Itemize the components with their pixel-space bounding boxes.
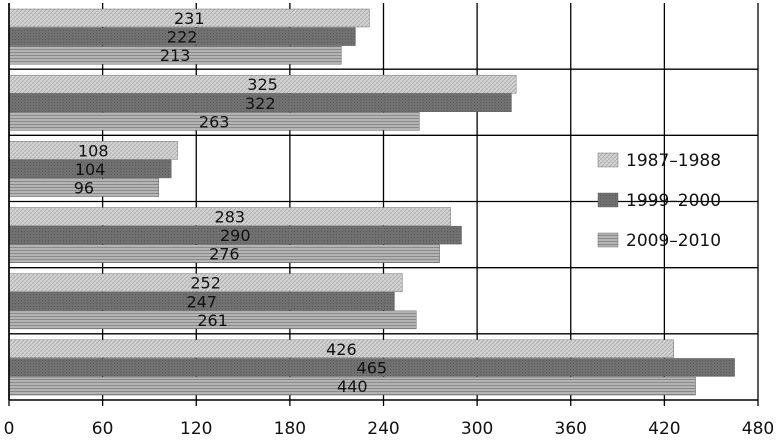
bar-value-label: 276 [209,245,240,264]
bar-value-label: 325 [247,75,278,94]
bar-value-label: 263 [199,112,230,131]
bar-value-label: 283 [215,208,246,227]
grid-lines [8,3,759,400]
x-tick-label-0: 0 [4,419,15,439]
x-tick-label-420: 420 [648,419,680,439]
legend-label-1: 1987–1988 [626,151,721,171]
legend-swatch-2 [597,192,619,208]
bar-value-label: 108 [78,141,109,160]
x-tick-label-240: 240 [367,419,399,439]
bar-value-label: 247 [186,292,217,311]
bar-value-label: 96 [74,179,94,198]
bar-value-label: 213 [160,46,191,65]
legend-swatch-1 [597,152,619,168]
x-axis: 0 60 120 180 240 300 360 420 480 [4,3,774,439]
bar-value-label: 426 [326,340,357,359]
legend-swatch-3 [597,232,619,248]
bar-value-label: 222 [167,28,198,47]
bar-value-label: 290 [220,226,251,245]
bar-value-label: 104 [75,160,106,179]
bar-value-label: 252 [190,274,221,293]
bar-value-label: 322 [245,94,276,113]
legend-label-2: 1999–2000 [626,191,721,211]
bar-value-label: 465 [357,358,388,377]
bar-value-label: 231 [174,9,205,28]
bar-value-label: 440 [337,377,368,396]
x-tick-label-300: 300 [461,419,493,439]
x-tick-label-60: 60 [92,419,114,439]
legend: 1987–1988 1999–2000 2009–2010 [597,151,721,251]
bar-value-label: 261 [197,311,228,330]
x-tick-label-360: 360 [555,419,587,439]
x-tick-label-120: 120 [180,419,212,439]
x-tick-label-180: 180 [274,419,306,439]
legend-label-3: 2009–2010 [626,231,721,251]
x-tick-label-480: 480 [742,419,774,439]
